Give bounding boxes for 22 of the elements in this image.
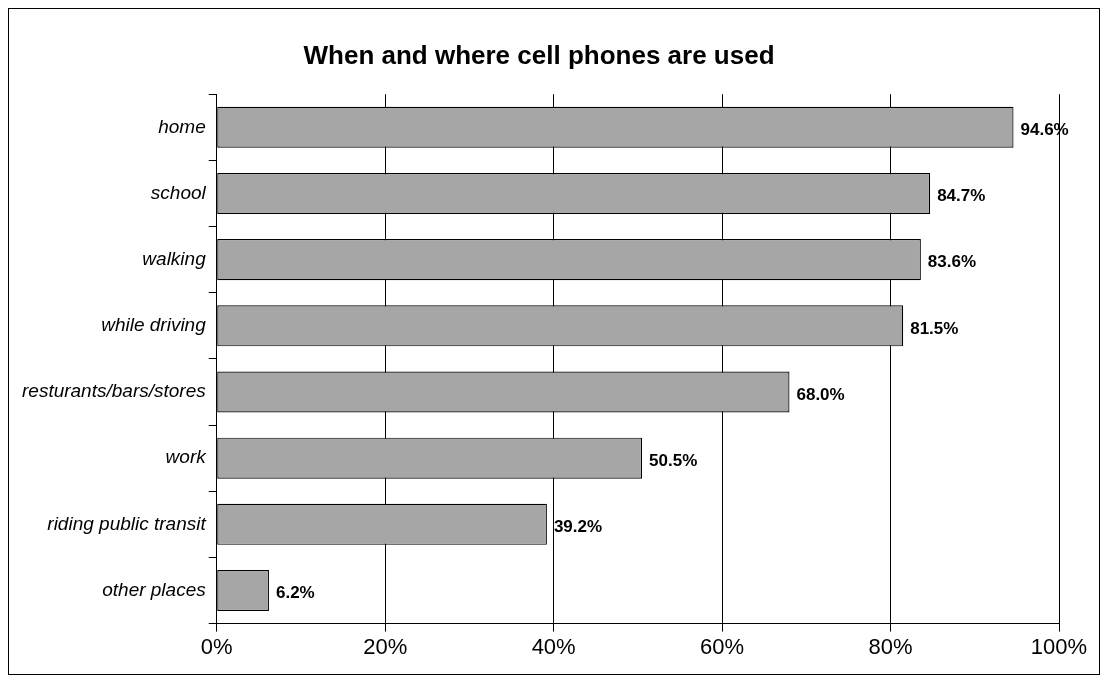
y-tick-label: school (150, 181, 207, 203)
data-label: 83.6% (927, 252, 977, 272)
x-tick-label: 40% (531, 633, 576, 659)
x-tick-label: 60% (700, 633, 745, 659)
x-tick-label: 80% (868, 633, 913, 659)
data-label: 6.2% (275, 583, 315, 603)
x-tick-label: 0% (200, 633, 233, 659)
data-label: 84.7% (937, 186, 986, 206)
data-label: 81.5% (910, 318, 959, 338)
data-label: 50.5% (649, 450, 698, 470)
y-tick-label: other places (102, 578, 207, 600)
y-tick-label: home (158, 115, 206, 137)
chart-title: When and where cell phones are used (303, 39, 775, 70)
y-tick-label: riding public transit (47, 512, 207, 534)
y-tick-label: walking (142, 247, 207, 269)
y-tick-label: work (165, 446, 208, 468)
data-label: 68.0% (796, 384, 845, 404)
y-tick-label: resturants/bars/stores (21, 380, 207, 402)
x-tick-label: 100% (1030, 633, 1088, 659)
y-tick-label: while driving (101, 314, 207, 336)
data-label: 39.2% (553, 517, 603, 537)
x-tick-label: 20% (363, 633, 408, 659)
